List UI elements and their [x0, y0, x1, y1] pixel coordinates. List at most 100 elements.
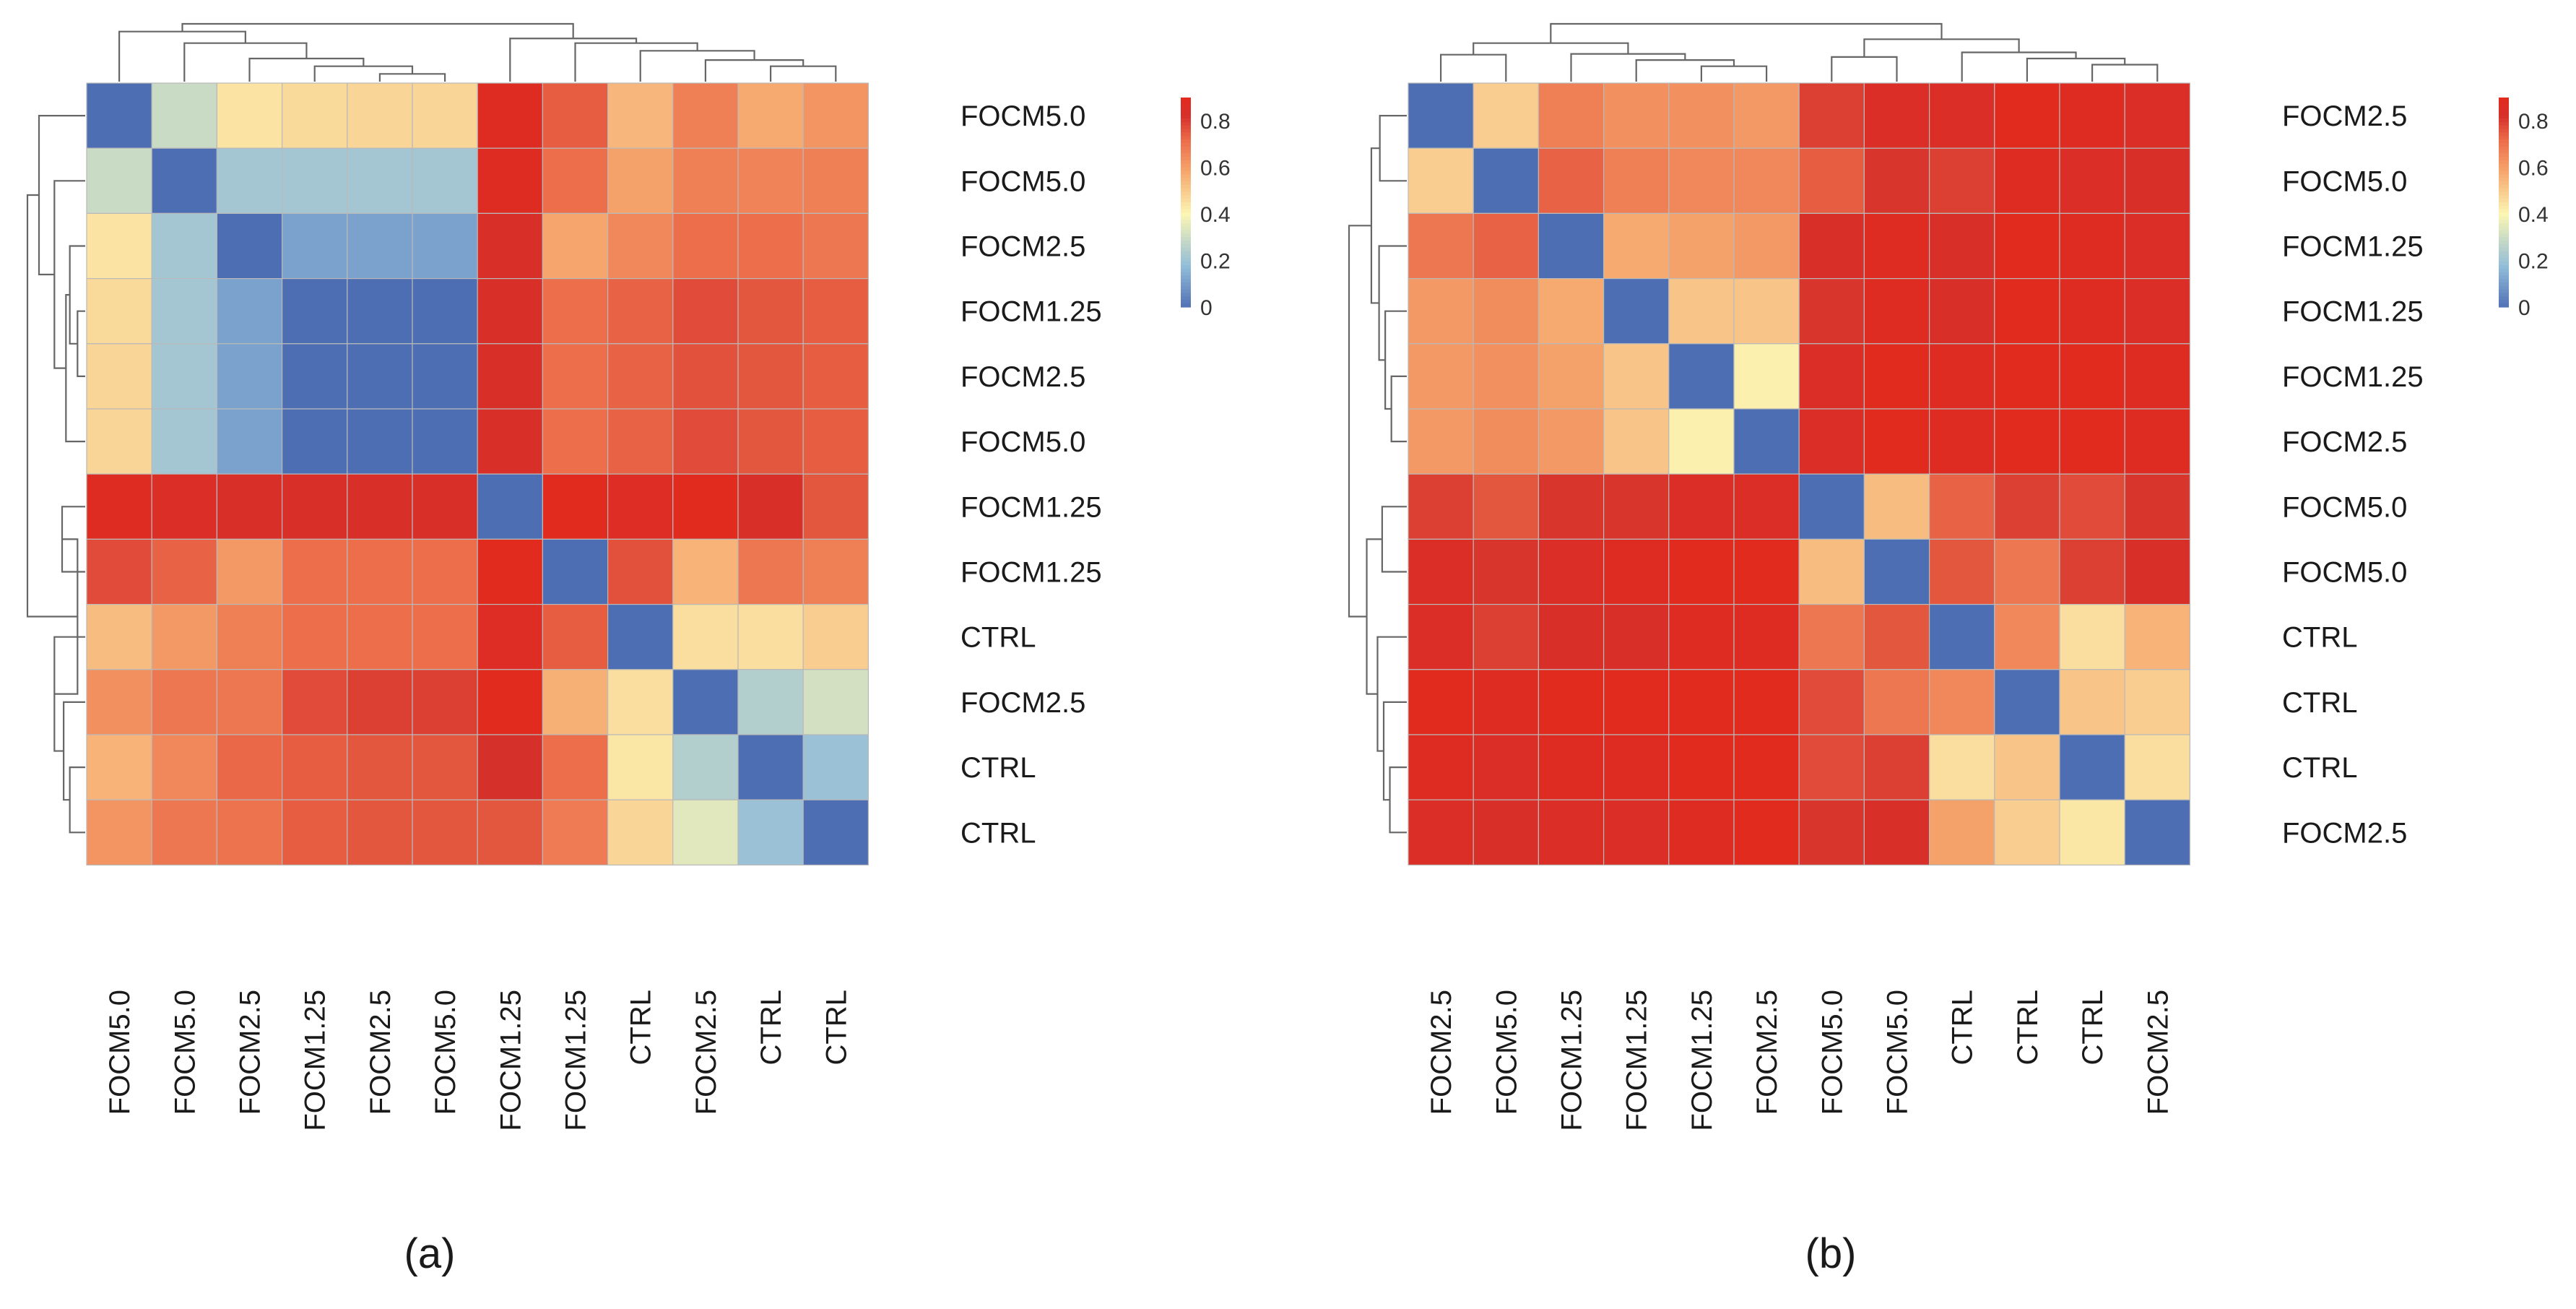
colorbar-segment [1181, 247, 1191, 252]
heatmap-cell [1863, 603, 1930, 670]
colorbar-segment [2499, 279, 2509, 283]
heatmap-cell [412, 278, 478, 345]
heatmap-cell [1798, 669, 1865, 735]
colorbar-segment [2499, 104, 2509, 109]
colorbar-segment [2499, 223, 2509, 228]
heatmap-cell [1733, 343, 1800, 410]
heatmap-cell [1863, 212, 1930, 280]
heatmap-cell [1538, 278, 1605, 345]
heatmap-cell [1929, 603, 1995, 670]
colorbar-segment [1181, 237, 1191, 241]
heatmap-cell [1994, 538, 2060, 605]
heatmap-cell [1603, 734, 1670, 800]
colorbar-segment [2499, 188, 2509, 193]
colorbar-segment [1181, 178, 1191, 182]
heatmap-cell [216, 343, 283, 410]
column-label: FOCM5.0 [104, 990, 136, 1115]
heatmap-cell [1603, 147, 1670, 214]
column-label: FOCM2.5 [690, 990, 722, 1115]
colorbar-segment [1181, 223, 1191, 228]
colorbar-segment [2499, 167, 2509, 172]
heatmap-cell [1994, 278, 2060, 345]
heatmap-cell [1603, 603, 1670, 670]
colorbar-segment [2499, 132, 2509, 137]
heatmap-cell [1473, 734, 1539, 800]
heatmap-cell [802, 734, 869, 800]
heatmap-cell [477, 538, 544, 605]
heatmap-cell [1408, 799, 1474, 865]
colorbar-segment [1181, 115, 1191, 119]
heatmap-cell [2124, 343, 2190, 410]
heatmap-cell [1408, 408, 1474, 475]
colorbar-tick-label: 0.6 [1200, 157, 1231, 181]
heatmap-cell [1408, 603, 1474, 670]
dendrograms [26, 22, 837, 834]
heatmap-cell [2059, 212, 2125, 280]
colorbar-segment [1181, 104, 1191, 109]
colorbar-segment [2499, 184, 2509, 189]
heatmap-cell [802, 408, 869, 475]
heatmap-cell [1668, 147, 1735, 214]
heatmap-cell [412, 799, 478, 865]
row-label: FOCM1.25 [2282, 361, 2424, 393]
heatmap-cell [86, 278, 152, 345]
heatmap-cell [2059, 669, 2125, 735]
colorbar-segment [2499, 100, 2509, 105]
colorbar: 0.8 0.6 0.4 0.2 0 [2499, 98, 2549, 320]
heatmap-cell [542, 669, 609, 735]
heatmap-cell [672, 473, 739, 540]
heatmap-cell [1733, 82, 1800, 149]
heatmap-cell [672, 799, 739, 865]
row-label: FOCM2.5 [2282, 817, 2407, 849]
heatmap-cell [672, 734, 739, 800]
heatmap-cell [1863, 278, 1930, 345]
colorbar-segment [2499, 230, 2509, 235]
colorbar: 0.8 0.6 0.4 0.2 0 [1181, 98, 1231, 320]
colorbar-segment [1181, 233, 1191, 238]
heatmap-cell [737, 212, 804, 280]
colorbar-segment [1181, 289, 1191, 294]
heatmap-cell [1473, 603, 1539, 670]
colorbar-segment [1181, 142, 1191, 147]
column-dendrogram-branch [1635, 59, 1735, 82]
heatmap-cell [86, 82, 152, 149]
colorbar-segment [2499, 108, 2509, 112]
heatmap-cell [477, 473, 544, 540]
heatmap-cell [282, 343, 348, 410]
heatmap-cell [672, 82, 739, 149]
colorbar-segment [1181, 303, 1191, 308]
colorbar-segment [1181, 275, 1191, 280]
heatmap-cell [1538, 603, 1605, 670]
colorbar-tick-label: 0.2 [1200, 250, 1231, 274]
heatmap-cell [737, 278, 804, 345]
heatmap-cell [216, 734, 283, 800]
heatmap-cell [542, 799, 609, 865]
heatmap-cell [1473, 343, 1539, 410]
heatmap-cell [1408, 669, 1474, 735]
colorbar-segment [1181, 258, 1191, 262]
heatmap-cell [737, 343, 804, 410]
row-dendrogram-branch [1384, 310, 1407, 410]
heatmap-cell [542, 734, 609, 800]
column-dendrogram-branch [1700, 65, 1768, 82]
colorbar-segment [1181, 146, 1191, 151]
colorbar-segment [2499, 293, 2509, 298]
heatmap-cell [2124, 473, 2190, 540]
heatmap-cell [2059, 734, 2125, 800]
colorbar-tick-label: 0.2 [2518, 250, 2549, 274]
column-label: FOCM5.0 [1882, 990, 1914, 1115]
colorbar-segment [2499, 163, 2509, 168]
heatmap-cell [672, 603, 739, 670]
colorbar-segment [1181, 293, 1191, 298]
heatmap-cell [2124, 734, 2190, 800]
column-dendrogram-branch [1831, 56, 1898, 82]
heatmap-cell [737, 82, 804, 149]
heatmap-cell [477, 408, 544, 475]
heatmap-cell [347, 147, 413, 214]
heatmap-cell [347, 82, 413, 149]
colorbar-segment [2499, 129, 2509, 133]
heatmap-cell [1538, 799, 1605, 865]
colorbar-segment [2499, 174, 2509, 178]
heatmap-cell [1733, 473, 1800, 540]
column-label: FOCM2.5 [1751, 990, 1783, 1115]
